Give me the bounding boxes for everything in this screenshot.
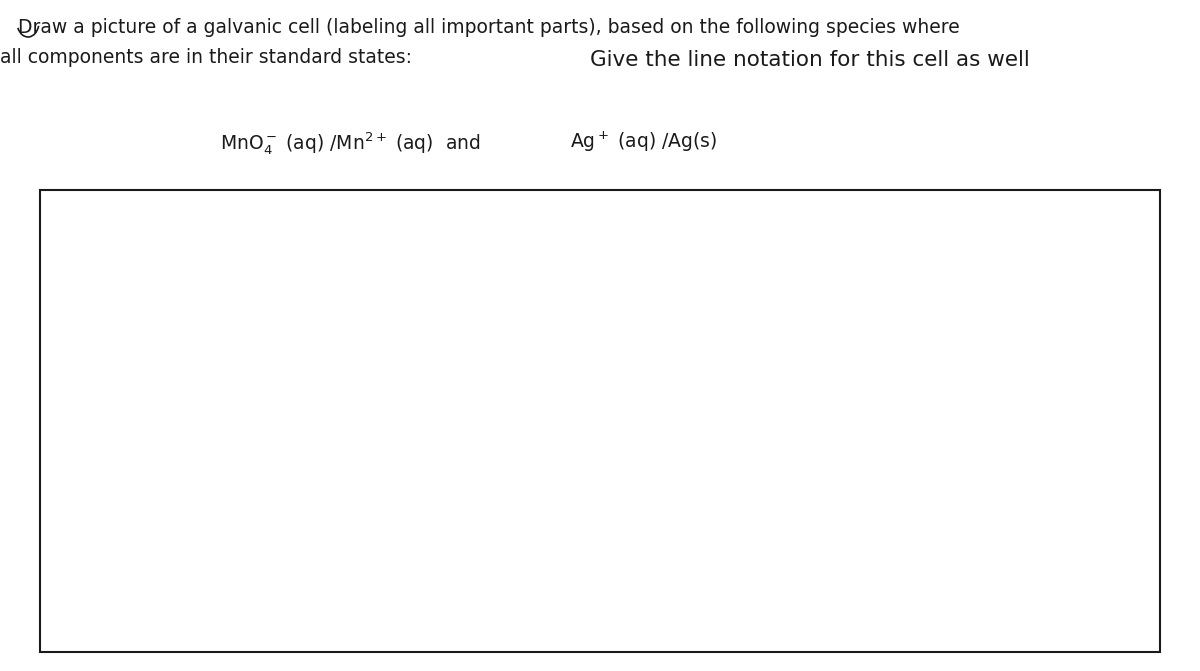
Text: Ag$^+$ (aq) /Ag(s): Ag$^+$ (aq) /Ag(s) bbox=[570, 130, 718, 154]
Text: Give the line notation for this cell as well: Give the line notation for this cell as … bbox=[590, 50, 1030, 70]
Text: MnO$_4^-$ (aq) /Mn$^{2+}$ (aq)  and: MnO$_4^-$ (aq) /Mn$^{2+}$ (aq) and bbox=[220, 130, 480, 157]
Text: Draw a picture of a galvanic cell (labeling all important parts), based on the f: Draw a picture of a galvanic cell (label… bbox=[0, 18, 960, 37]
Text: all components are in their standard states:: all components are in their standard sta… bbox=[0, 48, 412, 67]
